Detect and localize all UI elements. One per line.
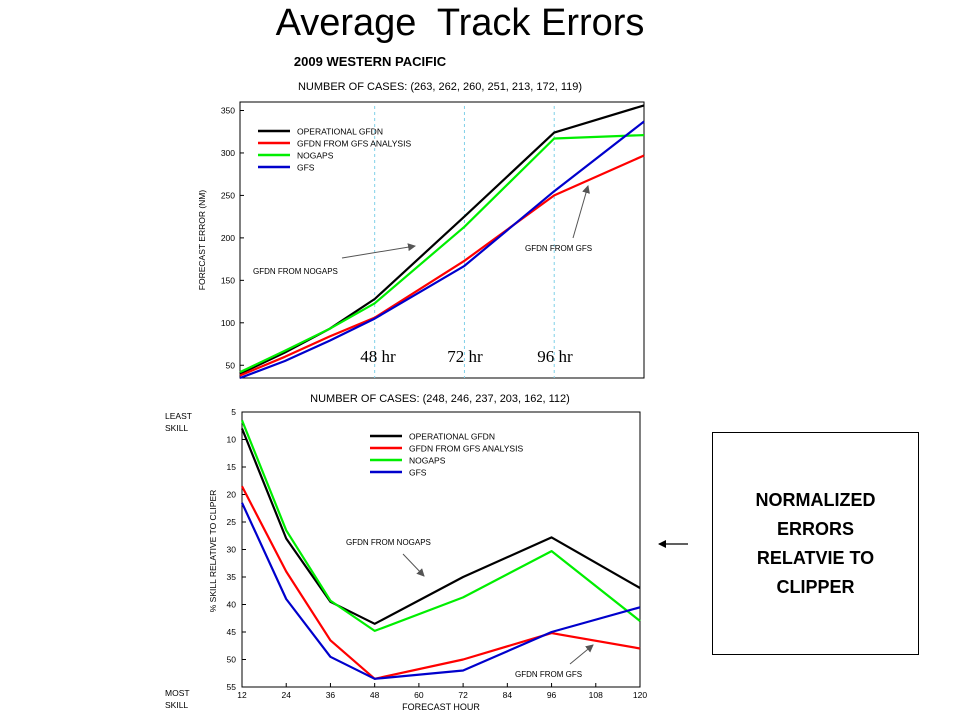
normalized-errors-note: NORMALIZED ERRORS RELATVIE TO CLIPPER	[712, 432, 919, 655]
bottom-series-line	[240, 419, 641, 633]
bottom-series-line	[241, 502, 641, 680]
normalized-errors-text: NORMALIZED ERRORS RELATVIE TO CLIPPER	[755, 489, 876, 597]
top-arrow-nogaps	[341, 243, 416, 259]
top-legend-label: OPERATIONAL GFDN	[297, 127, 383, 137]
label-72-hr: 72 hr	[447, 347, 483, 366]
bottom-x-tick-label: 120	[633, 690, 647, 700]
bottom-y-tick-label: 20	[227, 490, 237, 500]
bottom-chart: NUMBER OF CASES: (248, 246, 237, 203, 16…	[165, 393, 647, 712]
bottom-arrow-gfs	[569, 644, 594, 665]
top-legend-label: GFS	[297, 163, 315, 173]
bottom-y-tick-label: 25	[227, 517, 237, 527]
label-48-hr: 48 hr	[360, 347, 396, 366]
least-skill-label: LEAST SKILL	[165, 411, 194, 433]
bottom-x-tick-label: 48	[370, 690, 380, 700]
bottom-series-line	[240, 428, 641, 625]
bottom-x-tick-label: 84	[503, 690, 513, 700]
top-legend: OPERATIONAL GFDN GFDN FROM GFS ANALYSIS NO…	[258, 127, 411, 173]
bottom-y-tick-label: 10	[227, 435, 237, 445]
top-y-tick-label: 300	[221, 148, 235, 158]
top-y-tick-label: 150	[221, 275, 235, 285]
bottom-y-tick-label: 5	[231, 407, 236, 417]
bottom-legend: OPERATIONAL GFDN GFDN FROM GFS ANALYSIS NO…	[370, 432, 523, 478]
bottom-y-tick-label: 40	[227, 600, 237, 610]
top-arrow-gfs	[572, 185, 590, 239]
top-series-line	[239, 120, 645, 380]
top-legend-label: NOGAPS	[297, 151, 334, 161]
most-skill-label: MOST SKILL	[165, 688, 192, 710]
bottom-chart-xlabel: FORECAST HOUR	[402, 702, 480, 712]
bottom-chart-title: NUMBER OF CASES: (248, 246, 237, 203, 16…	[310, 393, 570, 405]
top-chart-subtitle: NUMBER OF CASES: (263, 262, 260, 251, 21…	[298, 81, 582, 93]
top-chart: 2009 WESTERN PACIFIC NUMBER OF CASES: (2…	[197, 54, 645, 380]
bottom-x-tick-label: 72	[458, 690, 468, 700]
bottom-annotation-gfs: GFDN FROM GFS	[515, 670, 582, 679]
bottom-legend-label: OPERATIONAL GFDN	[409, 432, 495, 442]
bottom-x-tick-label: 36	[326, 690, 336, 700]
bottom-legend-label: GFS	[409, 468, 427, 478]
top-annotation-nogaps: GFDN FROM NOGAPS	[253, 267, 338, 276]
top-chart-ylabel: FORECAST ERROR (NM)	[197, 190, 207, 291]
top-y-tick-label: 200	[221, 233, 235, 243]
bottom-y-tick-label: 30	[227, 545, 237, 555]
bottom-chart-ylabel: % SKILL RELATIVE TO CLIPER	[208, 490, 218, 613]
top-plot-frame	[239, 101, 645, 379]
slide-title: Average Track Errors	[275, 2, 645, 44]
top-y-ticks: 50 100 150 200 250 300 350	[221, 105, 244, 370]
bottom-x-tick-label: 96	[547, 690, 557, 700]
top-y-tick-label: 250	[221, 190, 235, 200]
bottom-legend-label: NOGAPS	[409, 456, 446, 466]
bottom-arrow-nogaps	[402, 553, 425, 577]
bottom-y-tick-label: 35	[227, 572, 237, 582]
top-y-tick-label: 350	[221, 105, 235, 115]
top-series	[239, 104, 645, 380]
top-y-tick-label: 100	[221, 318, 235, 328]
bottom-x-tick-label: 108	[589, 690, 603, 700]
top-chart-title: 2009 WESTERN PACIFIC	[294, 54, 447, 69]
bottom-x-tick-label: 60	[414, 690, 424, 700]
top-series-line	[239, 134, 645, 374]
top-y-tick-label: 50	[226, 360, 236, 370]
top-series-line	[239, 104, 645, 375]
bottom-y-tick-label: 45	[227, 627, 237, 637]
bottom-series	[240, 419, 641, 680]
bottom-y-tick-label: 55	[227, 682, 237, 692]
bottom-y-tick-label: 15	[227, 462, 237, 472]
bottom-x-ticks: 12 24 36 48 60 72 84 96 108 120	[237, 683, 647, 700]
bottom-annotation-nogaps: GFDN FROM NOGAPS	[346, 538, 431, 547]
bottom-x-tick-label: 24	[281, 690, 291, 700]
bottom-y-tick-label: 50	[227, 655, 237, 665]
bottom-y-ticks: 5 10 15 20 25 30 35 40 45 50 55	[227, 407, 246, 692]
bottom-series-line	[241, 485, 641, 680]
top-annotation-gfs: GFDN FROM GFS	[525, 244, 592, 253]
bottom-legend-label: GFDN FROM GFS ANALYSIS	[409, 444, 523, 454]
bottom-x-tick-label: 12	[237, 690, 247, 700]
label-96-hr: 96 hr	[537, 347, 573, 366]
top-legend-label: GFDN FROM GFS ANALYSIS	[297, 139, 411, 149]
